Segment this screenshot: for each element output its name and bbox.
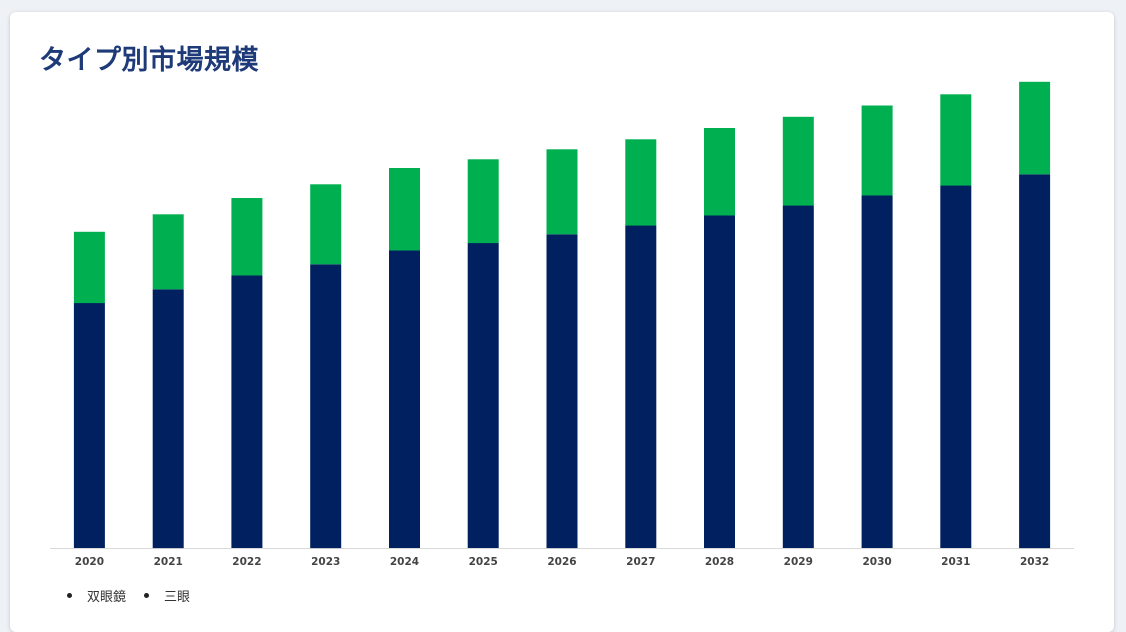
bar-binocular-2032[interactable] <box>1019 174 1051 549</box>
bar-trinocular-2029[interactable] <box>782 116 814 206</box>
bar-trinocular-2020[interactable] <box>73 231 105 304</box>
bar-binocular-2026[interactable] <box>546 234 578 549</box>
x-tick-label: 2029 <box>784 556 813 568</box>
bar-binocular-2030[interactable] <box>861 195 893 549</box>
legend-label: 三眼 <box>164 590 191 605</box>
x-tick-label: 2022 <box>232 556 261 568</box>
legend-item-trinocular[interactable]: 三眼 <box>144 586 190 605</box>
bar-binocular-2029[interactable] <box>782 205 814 549</box>
bar-trinocular-2032[interactable] <box>1019 81 1051 175</box>
bar-trinocular-2023[interactable] <box>310 184 342 265</box>
bar-trinocular-2030[interactable] <box>861 105 893 196</box>
bar-binocular-2021[interactable] <box>152 289 184 549</box>
bar-binocular-2020[interactable] <box>73 303 105 548</box>
x-tick-label: 2024 <box>390 556 419 568</box>
bar-trinocular-2025[interactable] <box>467 159 499 244</box>
bar-binocular-2024[interactable] <box>389 250 420 549</box>
bar-binocular-2023[interactable] <box>310 264 342 549</box>
bar-binocular-2031[interactable] <box>940 185 972 549</box>
bar-binocular-2028[interactable] <box>704 215 735 549</box>
x-tick-label: 2031 <box>941 556 970 568</box>
chart-title: タイプ別市場規模 <box>39 45 259 76</box>
chart-legend: 双眼鏡 三眼 <box>67 586 190 605</box>
bar-binocular-2027[interactable] <box>625 225 657 549</box>
bar-trinocular-2031[interactable] <box>940 94 972 186</box>
x-tick-label: 2021 <box>154 556 183 568</box>
x-tick-label: 2027 <box>626 556 655 568</box>
bar-trinocular-2024[interactable] <box>389 168 420 251</box>
legend-item-binocular[interactable]: 双眼鏡 <box>67 586 126 605</box>
x-tick-label: 2020 <box>75 556 104 568</box>
chart-plot: 2020 2021 2022 2023 2024 2025 2026 2027 2028 2029… <box>50 81 1074 568</box>
bar-trinocular-2021[interactable] <box>152 214 184 290</box>
x-tick-label: 2023 <box>311 556 340 568</box>
bar-trinocular-2022[interactable] <box>231 198 263 276</box>
bar-trinocular-2028[interactable] <box>704 128 735 216</box>
x-tick-label: 2026 <box>547 556 576 568</box>
x-tick-label: 2028 <box>705 556 734 568</box>
bar-binocular-2022[interactable] <box>231 275 263 549</box>
legend-label: 双眼鏡 <box>87 590 127 605</box>
x-tick-label: 2025 <box>469 556 498 568</box>
legend-bullet-icon <box>144 593 150 598</box>
bar-binocular-2025[interactable] <box>467 243 499 548</box>
legend-bullet-icon <box>67 593 72 598</box>
x-tick-label: 2030 <box>862 556 891 568</box>
bar-trinocular-2026[interactable] <box>546 149 578 235</box>
x-tick-label: 2032 <box>1020 556 1049 568</box>
bar-trinocular-2027[interactable] <box>625 139 657 226</box>
chart-card: タイプ別市場規模 2020 2021 2022 2023 2024 2025 2026 202… <box>10 12 1114 632</box>
